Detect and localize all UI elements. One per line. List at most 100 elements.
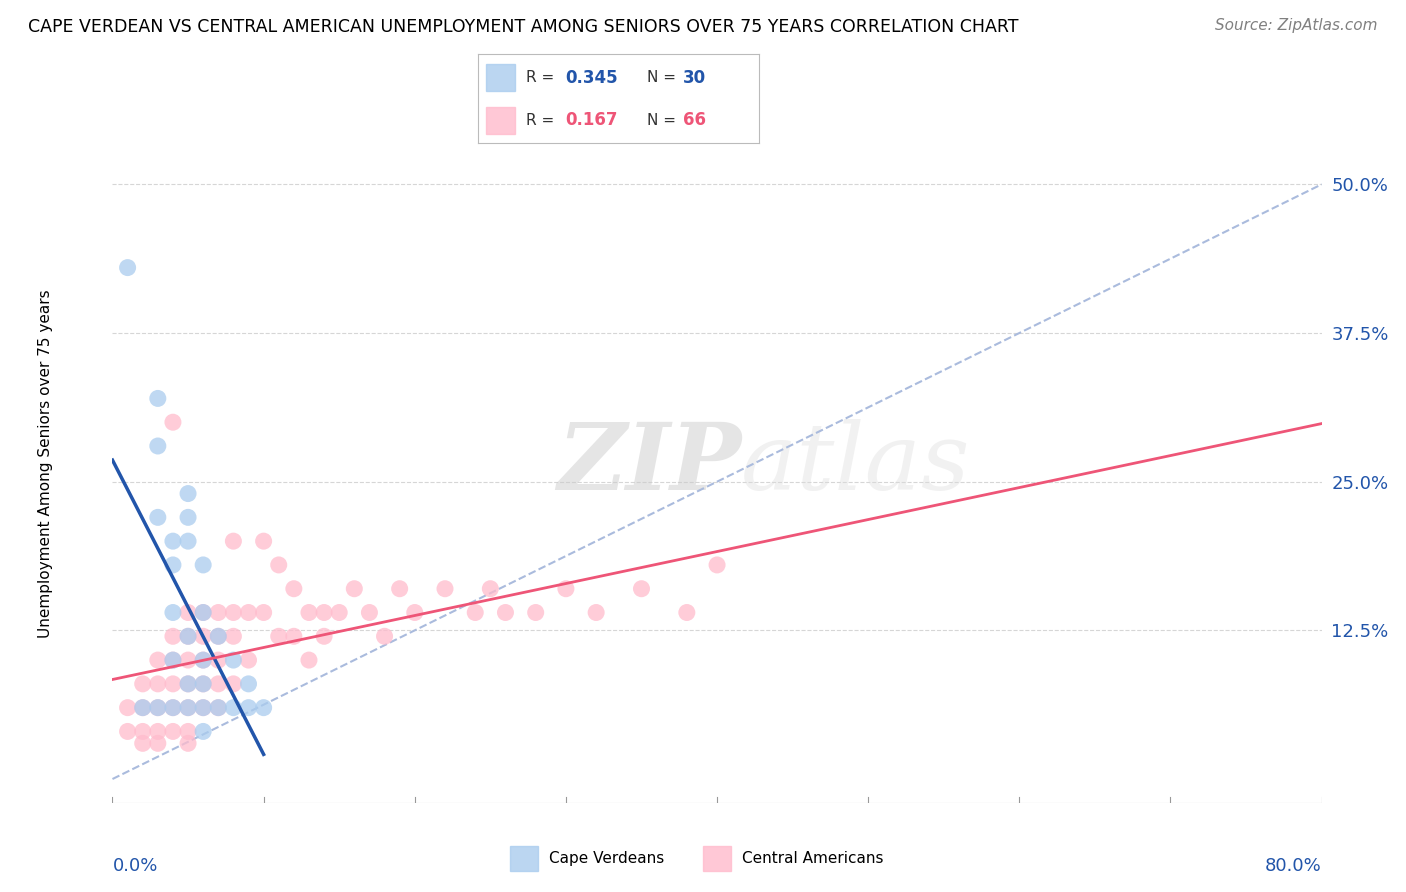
Point [146, 736, 169, 750]
Point [222, 534, 245, 549]
Point [630, 582, 652, 596]
Point [132, 700, 155, 714]
Point [328, 606, 350, 620]
Point [146, 392, 169, 406]
Point [207, 700, 229, 714]
Text: N =: N = [647, 70, 681, 85]
Point [191, 677, 214, 691]
Point [162, 724, 184, 739]
Point [207, 677, 229, 691]
Point [283, 629, 305, 643]
Point [132, 736, 155, 750]
Point [238, 700, 260, 714]
Point [191, 606, 214, 620]
Point [177, 629, 200, 643]
Point [162, 629, 184, 643]
Point [495, 606, 517, 620]
Point [675, 606, 697, 620]
Point [343, 582, 366, 596]
Point [162, 700, 184, 714]
Point [191, 700, 214, 714]
Point [464, 606, 486, 620]
Point [404, 606, 426, 620]
Point [117, 700, 139, 714]
Point [267, 558, 290, 572]
Point [222, 629, 245, 643]
Point [162, 653, 184, 667]
Text: 0.345: 0.345 [565, 69, 617, 87]
Point [479, 582, 502, 596]
Point [314, 606, 336, 620]
Point [177, 653, 200, 667]
Text: Central Americans: Central Americans [742, 851, 884, 866]
Point [162, 534, 184, 549]
Point [162, 700, 184, 714]
Point [146, 439, 169, 453]
Point [177, 606, 200, 620]
Text: R =: R = [526, 70, 560, 85]
Text: CAPE VERDEAN VS CENTRAL AMERICAN UNEMPLOYMENT AMONG SENIORS OVER 75 YEARS CORREL: CAPE VERDEAN VS CENTRAL AMERICAN UNEMPLO… [28, 18, 1018, 36]
Text: 66: 66 [683, 112, 706, 129]
Point [162, 677, 184, 691]
Point [177, 486, 200, 500]
Point [238, 653, 260, 667]
Point [177, 510, 200, 524]
Point [146, 653, 169, 667]
Point [706, 558, 728, 572]
Text: 0.0%: 0.0% [112, 857, 157, 875]
Point [177, 724, 200, 739]
Point [132, 677, 155, 691]
Point [554, 582, 576, 596]
Point [177, 629, 200, 643]
Point [177, 677, 200, 691]
Point [585, 606, 607, 620]
Point [314, 629, 336, 643]
Point [207, 629, 229, 643]
Point [298, 653, 321, 667]
Point [117, 260, 139, 275]
Point [146, 700, 169, 714]
Point [177, 534, 200, 549]
Point [177, 700, 200, 714]
Point [222, 653, 245, 667]
Point [359, 606, 381, 620]
Point [222, 606, 245, 620]
Text: 80.0%: 80.0% [1265, 857, 1322, 875]
Text: ZIP: ZIP [557, 419, 741, 508]
Point [524, 606, 547, 620]
Point [238, 677, 260, 691]
Point [191, 558, 214, 572]
Point [146, 677, 169, 691]
Point [267, 629, 290, 643]
Point [117, 724, 139, 739]
Point [222, 677, 245, 691]
Point [253, 534, 276, 549]
Point [162, 558, 184, 572]
Text: 30: 30 [683, 69, 706, 87]
Point [162, 653, 184, 667]
Text: 0.167: 0.167 [565, 112, 617, 129]
Point [238, 606, 260, 620]
Text: Cape Verdeans: Cape Verdeans [550, 851, 665, 866]
Point [132, 724, 155, 739]
Text: R =: R = [526, 113, 560, 128]
FancyBboxPatch shape [486, 64, 515, 91]
Point [207, 653, 229, 667]
Text: N =: N = [647, 113, 681, 128]
Text: Source: ZipAtlas.com: Source: ZipAtlas.com [1215, 18, 1378, 33]
Text: atlas: atlas [741, 419, 970, 508]
Point [177, 736, 200, 750]
Point [283, 582, 305, 596]
Point [191, 629, 214, 643]
Point [222, 700, 245, 714]
Point [146, 510, 169, 524]
Point [388, 582, 411, 596]
Point [177, 677, 200, 691]
Text: Unemployment Among Seniors over 75 years: Unemployment Among Seniors over 75 years [38, 290, 53, 638]
Point [298, 606, 321, 620]
FancyBboxPatch shape [510, 847, 537, 871]
Point [177, 700, 200, 714]
Point [132, 700, 155, 714]
Point [191, 700, 214, 714]
FancyBboxPatch shape [703, 847, 731, 871]
